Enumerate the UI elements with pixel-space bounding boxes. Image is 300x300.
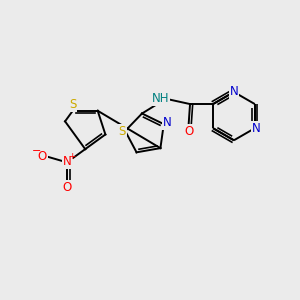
Text: N: N	[63, 155, 72, 168]
Text: −: −	[32, 146, 41, 156]
Text: N: N	[252, 122, 260, 135]
Text: S: S	[69, 98, 76, 111]
Text: N: N	[163, 116, 172, 129]
Text: +: +	[68, 152, 76, 161]
Text: O: O	[184, 125, 193, 138]
Text: O: O	[38, 150, 47, 163]
Text: O: O	[62, 181, 72, 194]
Text: S: S	[118, 125, 126, 138]
Text: N: N	[230, 85, 238, 98]
Text: NH: NH	[152, 92, 169, 105]
